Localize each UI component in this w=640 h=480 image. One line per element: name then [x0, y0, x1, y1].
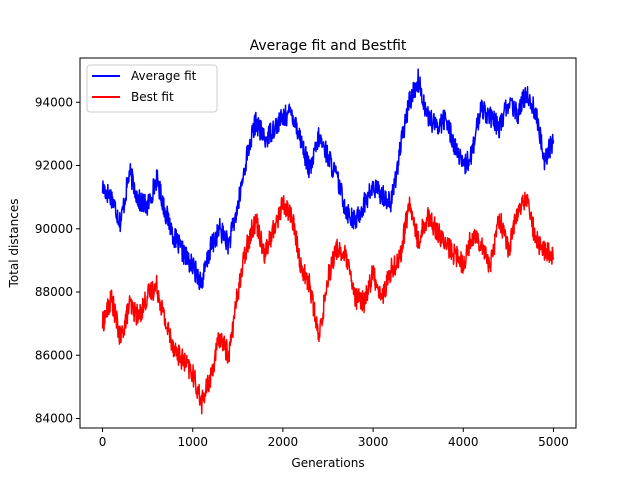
x-tick-label: 0 — [99, 435, 107, 449]
x-tick-label: 2000 — [268, 435, 299, 449]
y-tick-label: 92000 — [35, 159, 73, 173]
y-axis: 84000 86000 88000 90000 92000 94000 — [35, 95, 80, 426]
x-tick-label: 4000 — [448, 435, 479, 449]
legend-label-best-fit: Best fit — [131, 90, 174, 104]
series-layer — [101, 68, 555, 415]
x-axis: 0 1000 2000 3000 4000 5000 — [99, 428, 569, 449]
plot-frame — [79, 57, 577, 429]
series-line-average-fit — [101, 68, 555, 291]
x-axis-title: Generations — [291, 456, 364, 470]
y-tick-label: 86000 — [35, 348, 73, 362]
series-line-best-fit — [101, 191, 555, 415]
x-tick-label: 1000 — [177, 435, 208, 449]
x-tick-label: 5000 — [538, 435, 569, 449]
legend: Average fit Best fit — [86, 64, 218, 113]
x-tick-label: 3000 — [358, 435, 389, 449]
y-axis-title: Total distances — [7, 199, 21, 289]
y-tick-label: 90000 — [35, 222, 73, 236]
y-tick-label: 84000 — [35, 412, 73, 426]
y-tick-label: 88000 — [35, 285, 73, 299]
y-tick-label: 94000 — [35, 95, 73, 109]
chart-title: Average fit and Bestfit — [250, 38, 407, 54]
legend-label-average-fit: Average fit — [131, 69, 197, 83]
